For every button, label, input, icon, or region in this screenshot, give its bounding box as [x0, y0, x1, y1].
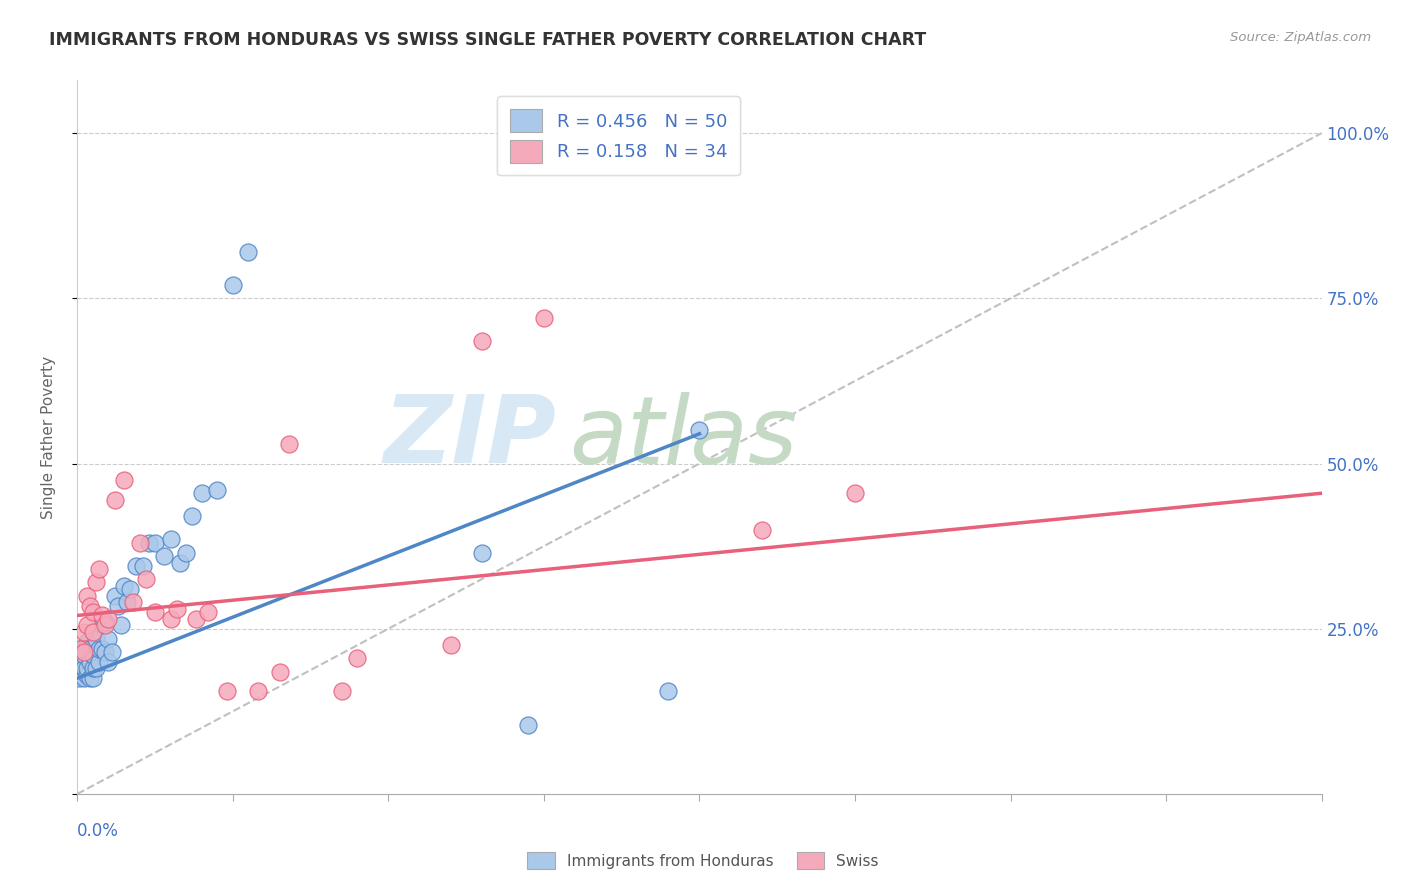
Point — [91, 608, 114, 623]
Point — [246, 684, 269, 698]
Point — [104, 589, 127, 603]
Point — [84, 632, 107, 646]
Point — [94, 645, 117, 659]
Point — [69, 655, 91, 669]
Point — [174, 546, 197, 560]
Point — [184, 612, 207, 626]
Point — [72, 661, 94, 675]
Point — [110, 618, 132, 632]
Point — [143, 605, 166, 619]
Point — [84, 575, 107, 590]
Point — [131, 558, 153, 573]
Point — [122, 595, 145, 609]
Point — [97, 612, 120, 626]
Point — [689, 424, 711, 438]
Point — [135, 572, 157, 586]
Point — [238, 245, 260, 260]
Point — [82, 605, 104, 619]
Point — [112, 473, 135, 487]
Point — [533, 311, 555, 326]
Point — [100, 645, 122, 659]
Point — [82, 625, 104, 640]
Point — [471, 334, 494, 349]
Point — [330, 684, 353, 698]
Point — [87, 562, 110, 576]
Point — [125, 558, 148, 573]
Point — [87, 655, 110, 669]
Text: ZIP: ZIP — [384, 391, 557, 483]
Point — [76, 589, 98, 603]
Point — [94, 615, 117, 629]
Point — [440, 638, 463, 652]
Text: Source: ZipAtlas.com: Source: ZipAtlas.com — [1230, 31, 1371, 45]
Point — [138, 536, 160, 550]
Point — [112, 579, 135, 593]
Point — [517, 717, 540, 731]
Point — [72, 648, 94, 662]
Point — [277, 436, 299, 450]
Point — [79, 655, 101, 669]
Point — [79, 671, 101, 685]
Point — [91, 618, 114, 632]
Point — [79, 641, 101, 656]
Point — [97, 655, 120, 669]
Point — [72, 645, 94, 659]
Text: atlas: atlas — [569, 392, 797, 483]
Point — [844, 486, 866, 500]
Point — [169, 556, 191, 570]
Point — [751, 523, 773, 537]
Point — [72, 625, 94, 640]
Y-axis label: Single Father Poverty: Single Father Poverty — [42, 356, 56, 518]
Point — [72, 671, 94, 685]
Point — [269, 665, 291, 679]
Point — [94, 618, 117, 632]
Point — [84, 661, 107, 675]
Legend: R = 0.456   N = 50, R = 0.158   N = 34: R = 0.456 N = 50, R = 0.158 N = 34 — [496, 96, 740, 176]
Point — [471, 546, 494, 560]
Point — [69, 641, 91, 656]
Point — [104, 492, 127, 507]
Point — [128, 536, 150, 550]
Point — [76, 635, 98, 649]
Point — [181, 509, 204, 524]
Point — [82, 671, 104, 685]
Point — [207, 483, 229, 497]
Point — [346, 651, 368, 665]
Point — [222, 278, 245, 293]
Point — [79, 599, 101, 613]
Point — [76, 661, 98, 675]
Point — [166, 602, 188, 616]
Point — [191, 486, 214, 500]
Point — [97, 632, 120, 646]
Point — [76, 618, 98, 632]
Point — [197, 605, 219, 619]
Point — [82, 648, 104, 662]
Point — [115, 595, 138, 609]
Point — [215, 684, 238, 698]
Point — [76, 668, 98, 682]
Point — [72, 641, 94, 656]
Point — [67, 671, 90, 685]
Point — [82, 661, 104, 675]
Point — [657, 684, 679, 698]
Legend: Immigrants from Honduras, Swiss: Immigrants from Honduras, Swiss — [522, 846, 884, 875]
Point — [120, 582, 142, 596]
Point — [143, 536, 166, 550]
Point — [153, 549, 176, 563]
Point — [159, 612, 181, 626]
Point — [107, 599, 129, 613]
Text: 0.0%: 0.0% — [77, 822, 120, 840]
Point — [87, 641, 110, 656]
Point — [159, 533, 181, 547]
Text: IMMIGRANTS FROM HONDURAS VS SWISS SINGLE FATHER POVERTY CORRELATION CHART: IMMIGRANTS FROM HONDURAS VS SWISS SINGLE… — [49, 31, 927, 49]
Point — [91, 641, 114, 656]
Point — [69, 668, 91, 682]
